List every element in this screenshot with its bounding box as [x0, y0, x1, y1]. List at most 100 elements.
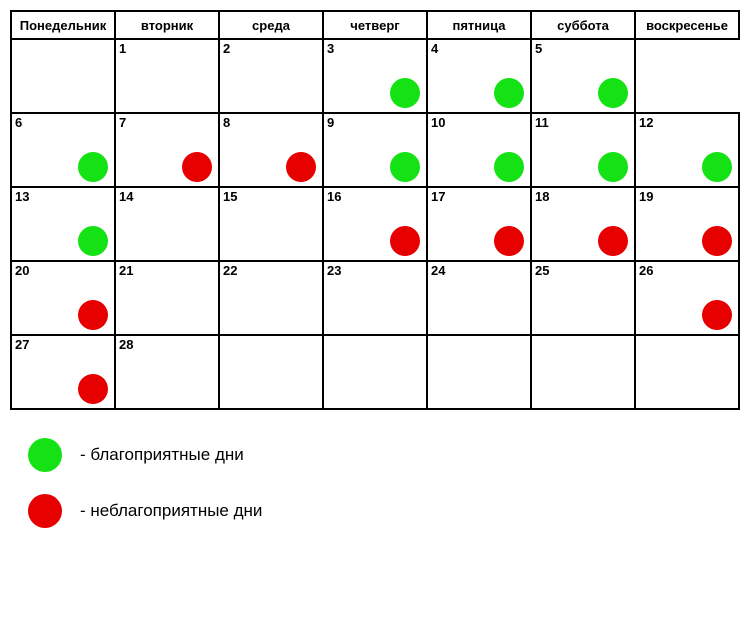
day-number: 21 [119, 263, 133, 278]
day-number: 8 [223, 115, 230, 130]
calendar-cell: 3 [323, 39, 427, 113]
day-number: 17 [431, 189, 445, 204]
calendar-cell: 16 [323, 187, 427, 261]
day-number: 19 [639, 189, 653, 204]
favorable-dot-icon [598, 152, 628, 182]
calendar-cell: 24 [427, 261, 531, 335]
weekday-header: вторник [115, 11, 219, 39]
calendar-cell: 17 [427, 187, 531, 261]
calendar-row: 27 28 [11, 335, 739, 409]
day-number: 27 [15, 337, 29, 352]
unfavorable-dot-icon [28, 494, 62, 528]
calendar-cell: 28 [115, 335, 219, 409]
calendar-cell: 4 [427, 39, 531, 113]
unfavorable-dot-icon [702, 300, 732, 330]
calendar-cell: 2 [219, 39, 323, 113]
day-number: 18 [535, 189, 549, 204]
day-number: 16 [327, 189, 341, 204]
calendar-cell: 15 [219, 187, 323, 261]
day-number: 20 [15, 263, 29, 278]
calendar-cell: 8 [219, 113, 323, 187]
calendar-cell: 12 [635, 113, 739, 187]
calendar-row: 1 2 3 4 5 [11, 39, 739, 113]
weekday-header: пятница [427, 11, 531, 39]
calendar-cell [323, 335, 427, 409]
legend-row-unfavorable: - неблагоприятные дни [28, 494, 740, 528]
calendar-cell: 7 [115, 113, 219, 187]
day-number: 13 [15, 189, 29, 204]
legend: - благоприятные дни - неблагоприятные дн… [28, 438, 740, 528]
calendar-cell: 14 [115, 187, 219, 261]
day-number: 22 [223, 263, 237, 278]
day-number: 3 [327, 41, 334, 56]
day-number: 15 [223, 189, 237, 204]
favorable-dot-icon [598, 78, 628, 108]
unfavorable-dot-icon [702, 226, 732, 256]
calendar-cell: 27 [11, 335, 115, 409]
favorable-dot-icon [390, 152, 420, 182]
calendar-body: 1234567891011121314151617181920212223242… [11, 39, 739, 409]
weekday-header-row: Понедельник вторник среда четверг пятниц… [11, 11, 739, 39]
day-number: 5 [535, 41, 542, 56]
legend-row-favorable: - благоприятные дни [28, 438, 740, 472]
calendar-row: 6 7 8 9 10 11 12 [11, 113, 739, 187]
day-number: 9 [327, 115, 334, 130]
day-number: 11 [535, 115, 549, 130]
weekday-header: четверг [323, 11, 427, 39]
day-number: 25 [535, 263, 549, 278]
legend-text-favorable: - благоприятные дни [80, 445, 244, 465]
calendar-cell [427, 335, 531, 409]
unfavorable-dot-icon [286, 152, 316, 182]
calendar-row: 20 21 22 23 24 25 26 [11, 261, 739, 335]
calendar-cell [219, 335, 323, 409]
day-number: 1 [119, 41, 126, 56]
legend-text-unfavorable: - неблагоприятные дни [80, 501, 262, 521]
calendar-cell: 9 [323, 113, 427, 187]
weekday-header: Понедельник [11, 11, 115, 39]
calendar-cell [11, 39, 115, 113]
calendar-cell [531, 335, 635, 409]
day-number: 7 [119, 115, 126, 130]
calendar-cell [635, 335, 739, 409]
unfavorable-dot-icon [598, 226, 628, 256]
day-number: 10 [431, 115, 445, 130]
day-number: 4 [431, 41, 438, 56]
calendar-cell: 18 [531, 187, 635, 261]
day-number: 6 [15, 115, 22, 130]
favorable-dot-icon [494, 78, 524, 108]
day-number: 14 [119, 189, 133, 204]
favorable-dot-icon [78, 152, 108, 182]
calendar-table: Понедельник вторник среда четверг пятниц… [10, 10, 740, 410]
unfavorable-dot-icon [78, 374, 108, 404]
weekday-header: воскресенье [635, 11, 739, 39]
calendar-cell: 13 [11, 187, 115, 261]
favorable-dot-icon [78, 226, 108, 256]
calendar-cell: 6 [11, 113, 115, 187]
weekday-header: среда [219, 11, 323, 39]
calendar-cell: 20 [11, 261, 115, 335]
calendar-cell: 26 [635, 261, 739, 335]
calendar-cell: 21 [115, 261, 219, 335]
calendar-cell: 11 [531, 113, 635, 187]
calendar-cell: 23 [323, 261, 427, 335]
favorable-dot-icon [702, 152, 732, 182]
weekday-header: суббота [531, 11, 635, 39]
favorable-dot-icon [28, 438, 62, 472]
favorable-dot-icon [390, 78, 420, 108]
calendar-cell: 5 [531, 39, 635, 113]
calendar-cell: 22 [219, 261, 323, 335]
calendar-row: 13 14 15 16 17 18 19 [11, 187, 739, 261]
day-number: 23 [327, 263, 341, 278]
day-number: 2 [223, 41, 230, 56]
unfavorable-dot-icon [182, 152, 212, 182]
favorable-dot-icon [494, 152, 524, 182]
unfavorable-dot-icon [390, 226, 420, 256]
unfavorable-dot-icon [494, 226, 524, 256]
calendar-cell: 25 [531, 261, 635, 335]
calendar-cell: 19 [635, 187, 739, 261]
day-number: 12 [639, 115, 653, 130]
day-number: 28 [119, 337, 133, 352]
unfavorable-dot-icon [78, 300, 108, 330]
day-number: 26 [639, 263, 653, 278]
calendar-cell: 1 [115, 39, 219, 113]
